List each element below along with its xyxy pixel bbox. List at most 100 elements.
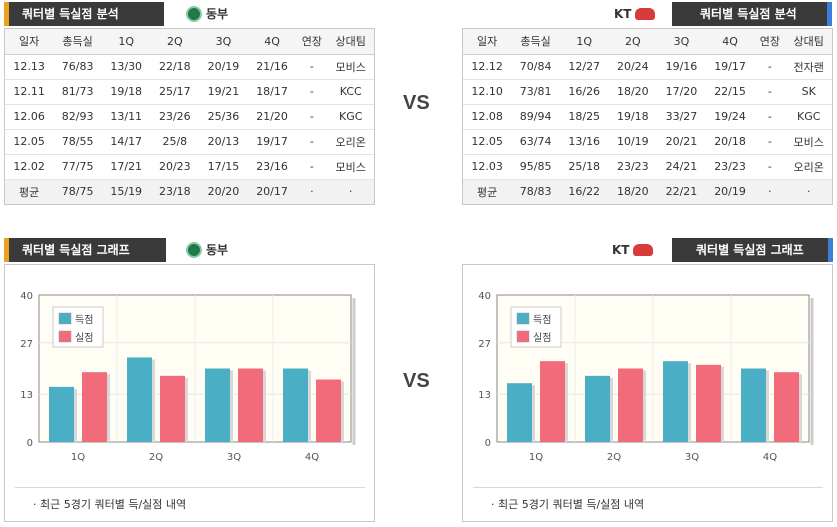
column-header: 연장	[296, 29, 328, 55]
table-header-row: 일자 총득실 1Q 2Q 3Q 4Q 연장 상대팀	[5, 29, 374, 55]
average-row: 평균 78/75 15/19 23/18 20/20 20/17 · ·	[5, 179, 374, 204]
table-cell: -	[754, 104, 786, 130]
column-header: 2Q	[150, 29, 200, 55]
column-header: 상대팀	[327, 29, 374, 55]
table-row: 12.13 76/83 13/30 22/18 20/19 21/16- 모비스	[5, 54, 374, 80]
table-cell: 89/94	[511, 104, 560, 130]
table-cell: 12.03	[463, 154, 512, 180]
legend-label: 실점	[75, 332, 93, 344]
x-tick-label: 1Q	[529, 452, 543, 463]
footnote-text: 최근 5경기 쿼터별 득/실점 내역	[40, 498, 187, 511]
table-cell: -	[754, 54, 786, 80]
table-cell: 22/21	[657, 179, 706, 204]
table-cell: 73/81	[511, 79, 560, 105]
y-tick-label: 40	[478, 291, 491, 302]
team-name: KT	[614, 7, 632, 21]
table-cell: 25/36	[199, 104, 248, 130]
table-cell: 25/18	[559, 154, 609, 180]
table-cell: -	[754, 79, 786, 105]
column-header: 1Q	[101, 29, 151, 55]
table-row: 12.02 77/75 17/21 20/23 17/15 23/16- 모비스	[5, 154, 374, 180]
footnote-right: · 최근 5경기 쿼터별 득/실점 내역	[473, 487, 823, 522]
table-cell: -	[296, 79, 328, 105]
column-header: 연장	[754, 29, 786, 55]
analysis-header-right: 쿼터별 득실점 분석	[672, 2, 832, 26]
table-cell: 평균	[5, 179, 54, 204]
legend-swatch	[516, 312, 530, 325]
table-cell: 23/23	[705, 154, 755, 180]
bar-allowed	[238, 368, 263, 442]
table-cell: 77/75	[53, 154, 102, 180]
column-header: 4Q	[705, 29, 755, 55]
table-cell: 모비스	[327, 54, 374, 80]
graph-header-left: 쿼터별 득실점 그래프	[4, 238, 166, 262]
table-cell: 19/17	[247, 129, 297, 155]
chart-panel-right: 0 13 27 40 1Q 2Q 3Q 4Q 득점 실점 · 최근 5경기 쿼터별 득/실점 내역	[462, 264, 833, 522]
dongbu-logo-icon	[186, 6, 202, 22]
table-cell: 20/19	[705, 179, 755, 204]
table-cell: 23/23	[608, 154, 658, 180]
bar-scored	[585, 375, 610, 442]
table-row: 12.12 70/84 12/27 20/24 19/16 19/17- 전자랜	[463, 54, 832, 80]
table-cell: 20/19	[199, 54, 248, 80]
x-tick-label: 1Q	[71, 452, 85, 463]
table-cell: -	[754, 154, 786, 180]
table-cell: 82/93	[53, 104, 102, 130]
table-cell: 12.10	[463, 79, 512, 105]
vs-label-bottom: VS	[403, 370, 430, 392]
bar-scored	[507, 383, 532, 442]
table-cell: 78/55	[53, 129, 102, 155]
table-cell: 13/11	[101, 104, 151, 130]
column-header: 총득실	[511, 29, 560, 55]
table-cell: 12.02	[5, 154, 54, 180]
table-cell: 95/85	[511, 154, 560, 180]
table-cell: ·	[296, 179, 328, 204]
header-accent	[4, 2, 9, 26]
table-cell: 20/21	[657, 129, 706, 155]
kt-logo-icon	[635, 8, 656, 20]
table-cell: 22/15	[705, 79, 755, 105]
table-cell: 12.12	[463, 54, 512, 80]
bar-scored	[283, 368, 308, 442]
bar-allowed	[540, 361, 565, 442]
graph-header-right: 쿼터별 득실점 그래프	[672, 238, 833, 262]
table-row: 12.05 78/55 14/17 25/8 20/13 19/17- 오리온	[5, 129, 374, 155]
table-cell: 15/19	[101, 179, 151, 204]
table-row: 12.08 89/94 18/25 19/18 33/27 19/24- KGC	[463, 104, 832, 130]
table-cell: 16/22	[559, 179, 609, 204]
table-cell: 12.11	[5, 79, 54, 105]
table-cell: 전자랜	[785, 54, 832, 80]
column-header: 일자	[463, 29, 512, 55]
team-name: 동부	[206, 243, 229, 257]
table-cell: 18/20	[608, 79, 658, 105]
table-cell: 19/24	[705, 104, 755, 130]
table-cell: 13/30	[101, 54, 151, 80]
stats-table-left: 일자 총득실 1Q 2Q 3Q 4Q 연장 상대팀 12.13 76/83 13/30 22/18 20…	[4, 28, 375, 205]
team-label-right: KT	[614, 2, 656, 26]
table-cell: 63/74	[511, 129, 560, 155]
table-cell: 23/16	[247, 154, 297, 180]
table-cell: 오리온	[327, 129, 374, 155]
vs-label-top: VS	[403, 92, 430, 114]
x-tick-label: 4Q	[305, 452, 319, 463]
table-cell: KCC	[327, 79, 374, 105]
table-cell: 19/18	[101, 79, 151, 105]
footnote-left: · 최근 5경기 쿼터별 득/실점 내역	[15, 487, 365, 522]
table-cell: 오리온	[785, 154, 832, 180]
table-cell: 평균	[463, 179, 512, 204]
table-cell: 모비스	[785, 129, 832, 155]
column-header: 4Q	[247, 29, 297, 55]
table-cell: 16/26	[559, 79, 609, 105]
legend-label: 득점	[533, 314, 551, 326]
table-cell: 12.13	[5, 54, 54, 80]
table-cell: 25/8	[150, 129, 200, 155]
table-cell: 20/13	[199, 129, 248, 155]
footnote-text: 최근 5경기 쿼터별 득/실점 내역	[498, 498, 645, 511]
legend-swatch	[58, 312, 72, 325]
bullet-icon: ·	[491, 498, 495, 511]
column-header: 1Q	[559, 29, 609, 55]
table-cell: 14/17	[101, 129, 151, 155]
y-tick-label: 0	[485, 438, 491, 449]
header-title: 쿼터별 득실점 분석	[700, 7, 797, 21]
